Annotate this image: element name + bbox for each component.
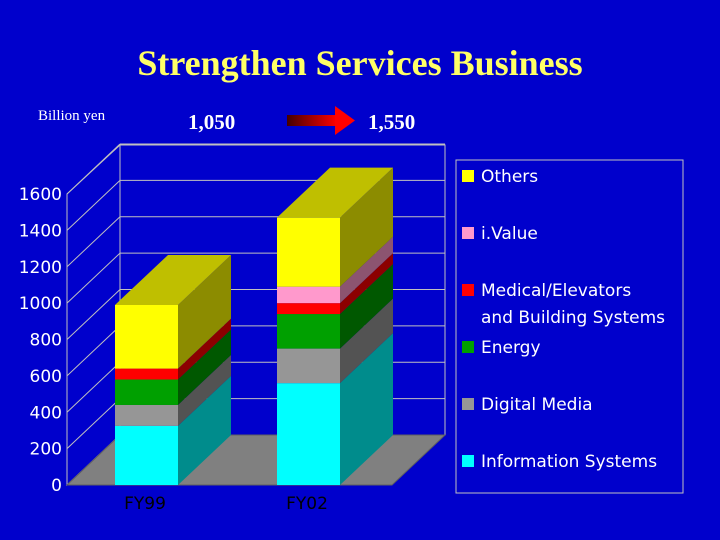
bar-segment	[115, 329, 231, 405]
legend-label: Medical/Elevators and Building Systems	[481, 281, 665, 328]
legend-swatch	[462, 227, 474, 239]
gridline-side	[66, 216, 121, 268]
y-tick-label: 400	[30, 403, 62, 423]
legend-swatch	[462, 170, 474, 182]
legend-label: Others	[481, 167, 538, 187]
bar-segment	[277, 298, 393, 384]
y-tick-label: 1600	[19, 185, 62, 205]
bar-segment	[277, 333, 393, 485]
y-tick-label: 800	[30, 331, 62, 351]
legend-item: Digital Media	[462, 395, 593, 415]
y-tick-label: 1000	[19, 294, 62, 314]
legend-item: Energy	[462, 338, 541, 358]
bar-segment-front	[115, 404, 178, 426]
bar-segment-front	[277, 348, 340, 384]
bar-segment	[277, 167, 393, 287]
growth-arrow-head	[335, 106, 355, 135]
gridline-side	[66, 325, 121, 377]
bar-segment-side	[178, 318, 231, 380]
legend-label: i.Value	[481, 224, 538, 244]
bar-segment	[277, 253, 393, 315]
bar-segment-front	[277, 286, 340, 304]
bar-segment-front	[277, 217, 340, 287]
bar-segment	[115, 318, 231, 380]
bar-segment	[115, 254, 231, 369]
bar-segment-front	[115, 379, 178, 405]
bar-segment	[277, 264, 393, 349]
x-category-label: FY99	[124, 494, 166, 514]
gridline-side	[66, 361, 121, 413]
total-fy99: 1,050	[188, 110, 236, 134]
bar-top	[277, 167, 393, 218]
gridline-side	[66, 289, 121, 340]
bars	[115, 167, 393, 485]
gridline-side	[66, 143, 121, 195]
bar-segment	[115, 375, 231, 485]
y-tick-label: 1200	[19, 258, 62, 278]
y-tick-label: 1400	[19, 221, 62, 241]
bar-segment	[115, 354, 231, 426]
bar-top	[115, 254, 231, 305]
bar-segment	[277, 236, 393, 304]
y-tick-label: 0	[51, 476, 62, 496]
unit-label: Billion yen	[38, 108, 106, 124]
bar-segment-front	[277, 383, 340, 485]
legend-item: i.Value	[462, 224, 538, 244]
growth-arrow	[287, 106, 355, 135]
y-tick-label: 600	[30, 367, 62, 387]
bar-segment-side	[340, 333, 393, 485]
bar-segment-side	[340, 167, 393, 287]
x-category-label: FY02	[286, 494, 328, 514]
slide-title: Strengthen Services Business	[137, 43, 583, 83]
bar-segment-side	[178, 254, 231, 369]
bar-segment-front	[115, 425, 178, 485]
legend-item: Medical/Elevators and Building Systems	[462, 281, 665, 328]
legend: Others i.Value Medical/Elevators and Buildi…	[462, 167, 665, 472]
legend-swatch	[462, 455, 474, 467]
legend-box	[455, 159, 684, 494]
gridline-side	[66, 252, 121, 304]
bar-segment-side	[178, 329, 231, 405]
bar-segment-front	[277, 303, 340, 315]
legend-label: Energy	[481, 338, 541, 358]
bar-segment-front	[115, 368, 178, 380]
legend-label: Information Systems	[481, 452, 657, 472]
bar-segment-side	[178, 354, 231, 426]
total-fy02: 1,550	[368, 110, 416, 134]
growth-arrow-shaft	[287, 115, 337, 126]
bar-segment-front	[277, 314, 340, 349]
legend-swatch	[462, 398, 474, 410]
gridline-side	[66, 398, 121, 449]
legend-item: Information Systems	[462, 452, 657, 472]
legend-swatch	[462, 341, 474, 353]
y-axis-ticks: 0 200 400 600 800 1000 1200 1400 1600	[19, 185, 62, 496]
legend-label: Digital Media	[481, 395, 593, 415]
bar-segment-side	[340, 253, 393, 315]
bar-segment-side	[340, 264, 393, 349]
legend-swatch	[462, 284, 474, 296]
y-tick-label: 200	[30, 440, 62, 460]
bar-segment-side	[340, 236, 393, 304]
legend-item: Others	[462, 167, 538, 187]
bar-segment-side	[178, 375, 231, 485]
gridline-side	[66, 180, 121, 231]
category-labels: FY99 FY02	[124, 494, 328, 514]
bar-segment-front	[115, 304, 178, 369]
bar-segment-side	[340, 298, 393, 384]
